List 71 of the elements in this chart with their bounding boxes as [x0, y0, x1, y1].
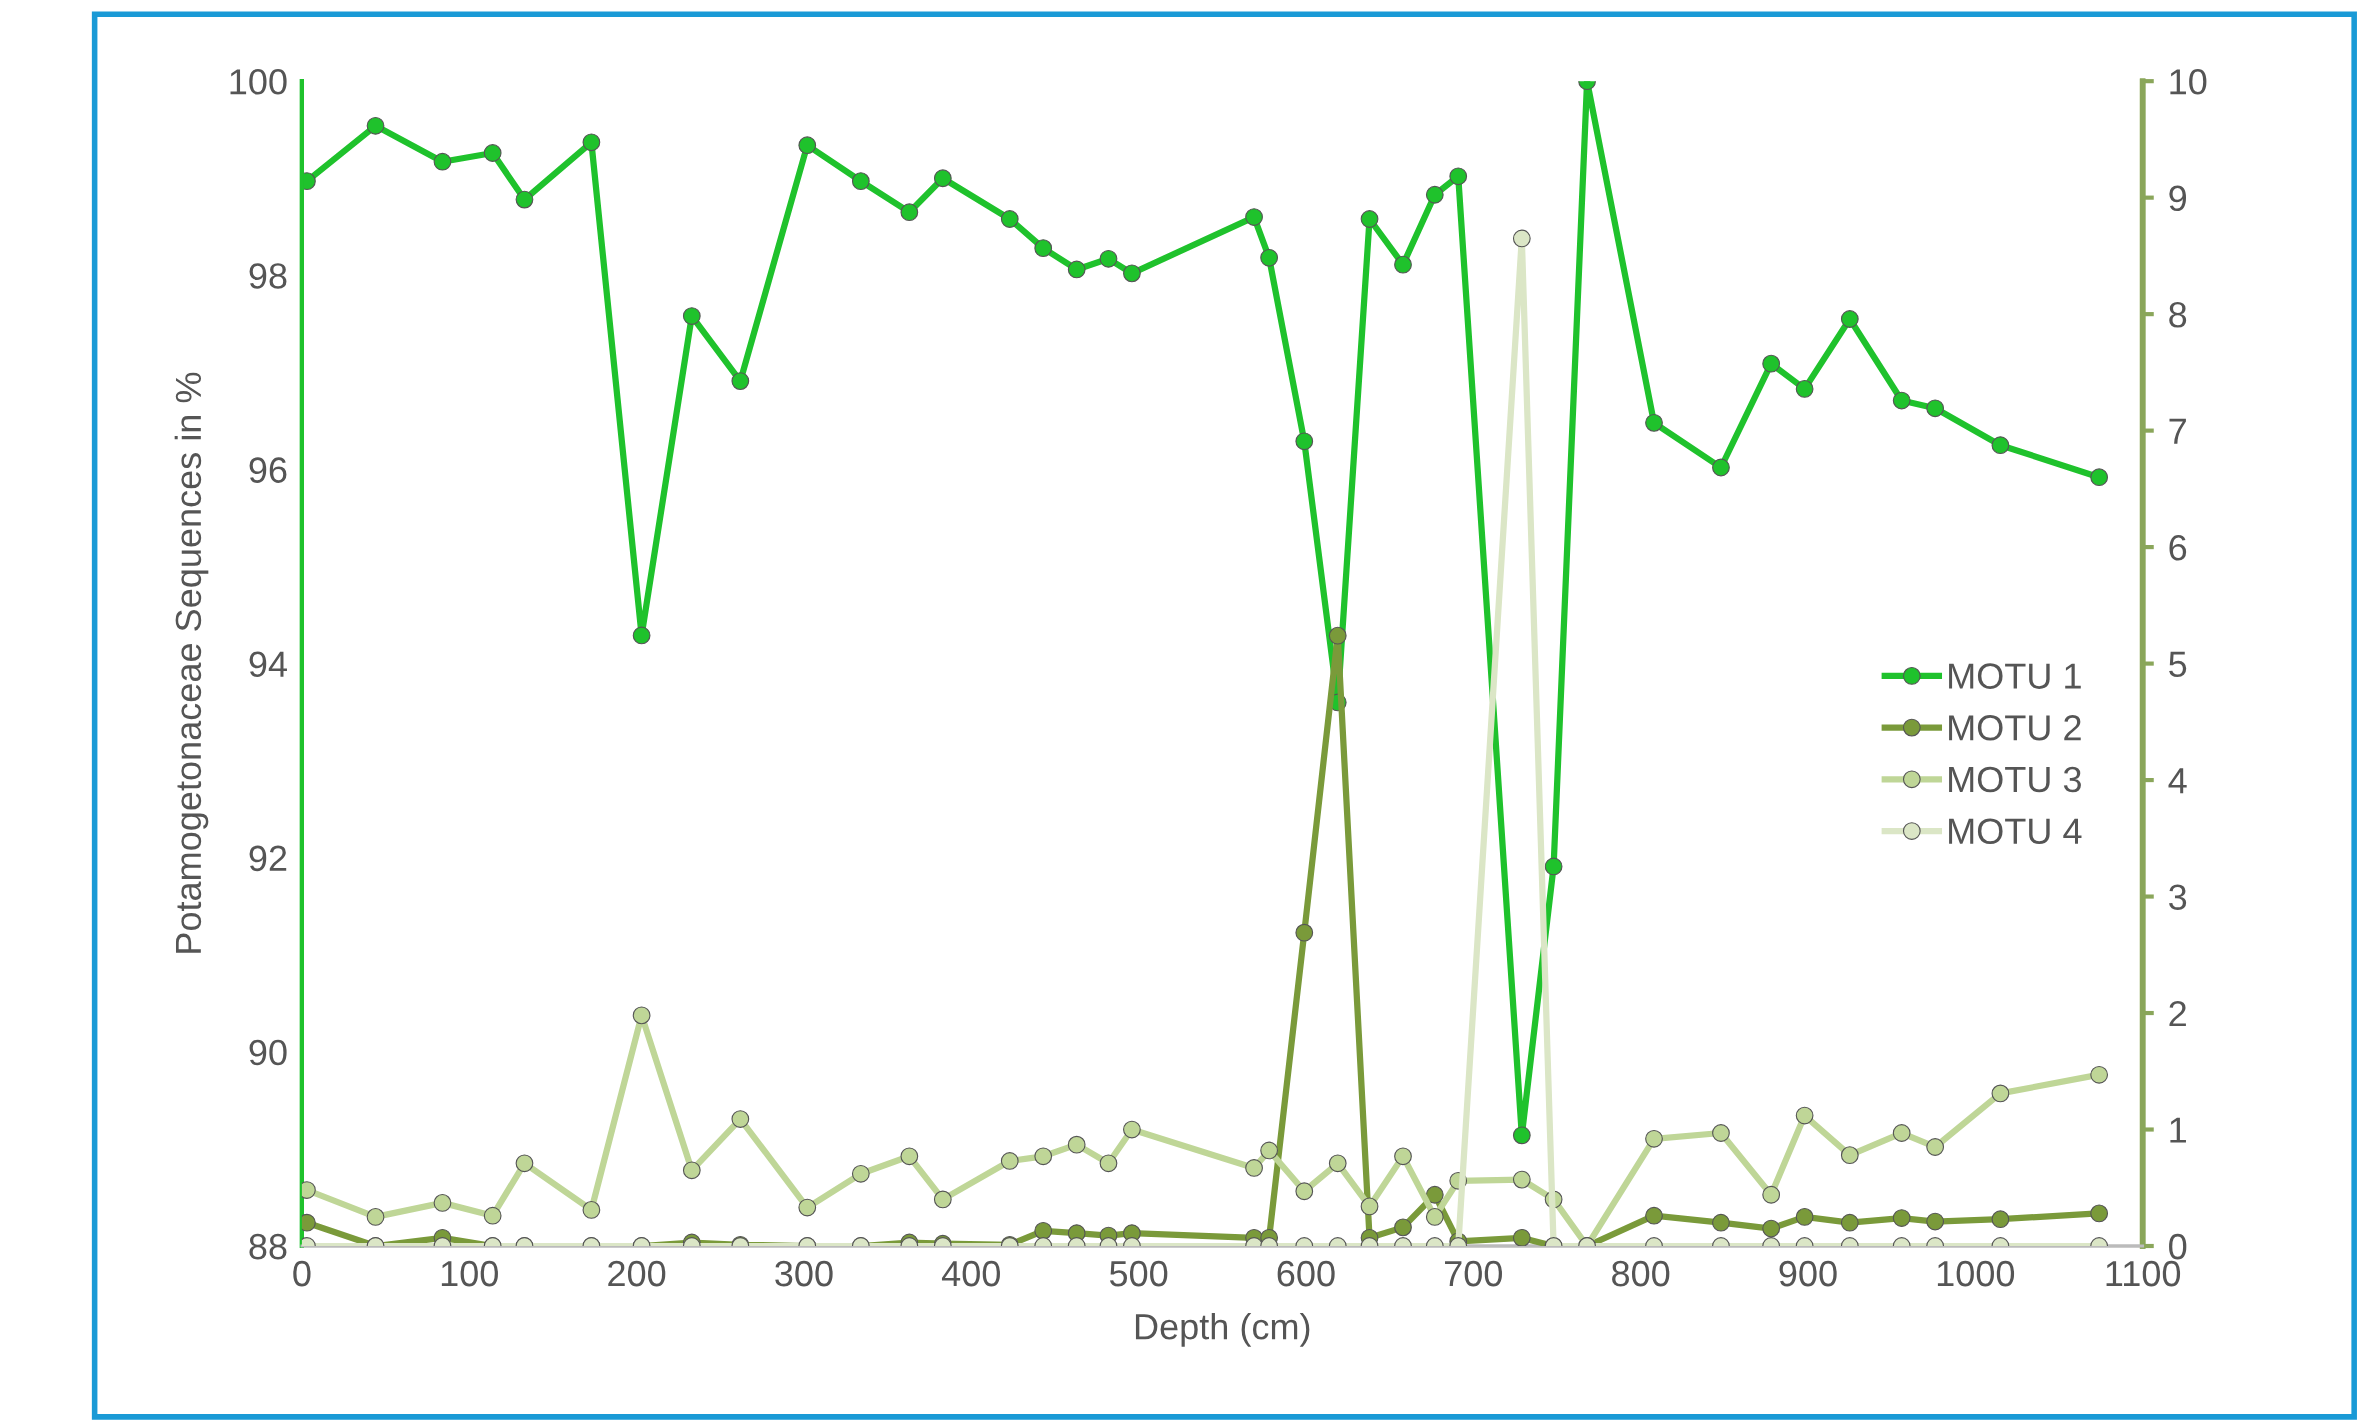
- point: [1034, 239, 1053, 258]
- y2-tick-label: 5: [2169, 651, 2187, 678]
- point: [1067, 260, 1086, 279]
- x-tick-label: 1100: [2106, 1260, 2181, 1287]
- point: [851, 172, 870, 191]
- legend-label: MOTU 4: [1949, 818, 2082, 845]
- point: [1712, 458, 1730, 477]
- legend-label: MOTU 3: [1949, 766, 2081, 793]
- point: [1449, 167, 1468, 186]
- point: [1840, 310, 1859, 328]
- y2-tick-label: 10: [2170, 69, 2207, 95]
- y-tick-label: 92: [249, 845, 287, 872]
- point: [1926, 399, 1945, 418]
- y2-tick-label: 8: [2169, 302, 2187, 328]
- y-tick-label: 90: [249, 1039, 287, 1066]
- point: [1795, 379, 1814, 398]
- legend-label: MOTU 1: [1949, 663, 2081, 689]
- point: [515, 190, 534, 209]
- point: [1425, 185, 1444, 204]
- legend-label: MOTU 2: [1949, 715, 2081, 741]
- y2-tick-label: 2: [2169, 1000, 2186, 1027]
- y-tick-label: 96: [249, 457, 287, 483]
- point: [1260, 248, 1279, 267]
- y-axis-title: Potamogetonaceae Sequences in %: [174, 372, 209, 953]
- point: [1123, 264, 1141, 283]
- point: [483, 144, 502, 162]
- y-tick-label: 94: [249, 651, 287, 678]
- point: [1295, 432, 1314, 451]
- point: [900, 203, 919, 222]
- point: [582, 133, 601, 152]
- point: [1544, 857, 1563, 876]
- point: [731, 372, 750, 391]
- x-tick-label: 0: [293, 1260, 311, 1287]
- point: [1991, 436, 2010, 455]
- point: [1762, 354, 1781, 373]
- y-tick-label: 100: [230, 69, 287, 95]
- x-tick-label: 1000: [1937, 1260, 2015, 1287]
- point: [1645, 413, 1663, 432]
- x-tick-label: 300: [775, 1260, 833, 1287]
- y-tick-label: 98: [249, 263, 287, 289]
- y2-tick-label: 0: [2169, 1233, 2187, 1260]
- y2-tick-label: 6: [2169, 534, 2187, 561]
- x-tick-label: 200: [608, 1260, 666, 1287]
- x-axis-title: Depth (cm): [1135, 1313, 1310, 1347]
- point: [632, 626, 651, 645]
- point: [1245, 208, 1263, 226]
- point: [1000, 210, 1019, 228]
- y2-tick-label: 9: [2169, 185, 2187, 212]
- x-tick-label: 700: [1445, 1260, 1502, 1287]
- point: [933, 169, 952, 188]
- x-tick-label: 900: [1779, 1260, 1837, 1287]
- point: [433, 152, 452, 171]
- point: [1394, 255, 1412, 274]
- x-tick-label: 500: [1109, 1260, 1168, 1287]
- point: [366, 116, 385, 135]
- point: [1360, 210, 1379, 228]
- point: [798, 136, 817, 155]
- y2-tick-label: 7: [2169, 418, 2186, 444]
- x-tick-label: 100: [441, 1260, 498, 1287]
- x-tick-label: 600: [1277, 1260, 1335, 1287]
- point: [1512, 1126, 1531, 1145]
- x-tick-label: 400: [941, 1260, 1000, 1287]
- point: [2090, 468, 2109, 487]
- point: [1892, 391, 1911, 410]
- point: [682, 307, 701, 325]
- point: [1099, 249, 1118, 268]
- y2-tick-label: 1: [2170, 1117, 2186, 1143]
- y2-tick-label: 4: [2168, 768, 2187, 794]
- x-tick-label: 800: [1612, 1260, 1670, 1287]
- y2-tick-label: 3: [2169, 884, 2187, 910]
- y-tick-label: 88: [249, 1233, 287, 1260]
